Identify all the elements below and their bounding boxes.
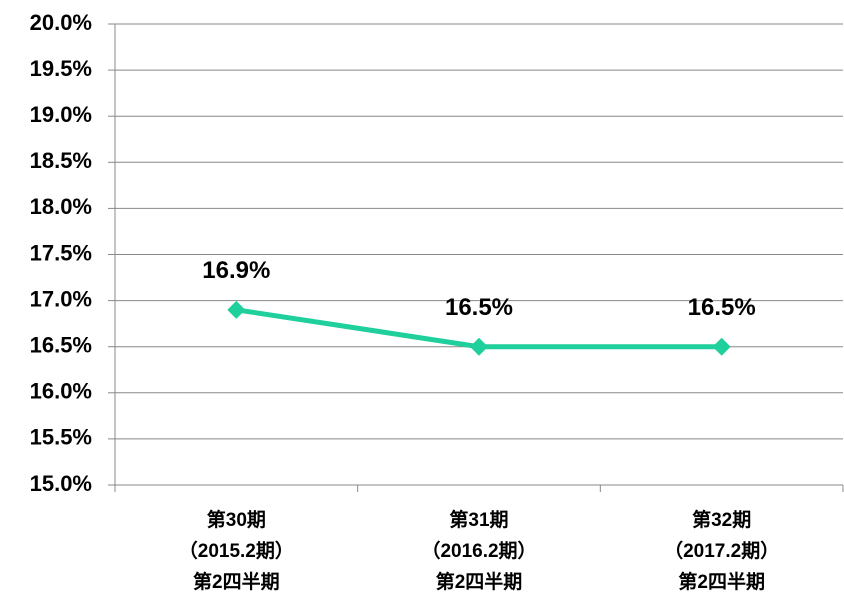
x-tick-label: （2016.2期） [421,539,536,562]
y-tick-label: 17.5% [30,240,92,265]
y-tick-label: 16.5% [30,333,92,358]
x-tick-label: 第2四半期 [678,570,765,593]
y-tick-label: 19.0% [30,102,92,127]
x-tick-label: 第32期 [692,508,751,531]
x-tick-label: 第2四半期 [193,570,280,593]
y-tick-label: 18.5% [30,148,92,173]
data-label: 16.5% [688,294,756,321]
x-tick-label: 第30期 [207,508,266,531]
y-tick-label: 18.0% [30,194,92,219]
y-tick-label: 15.5% [30,425,92,450]
point-marker [712,337,731,356]
y-tick-label: 19.5% [30,56,92,81]
y-tick-label: 16.0% [30,379,92,404]
data-label: 16.9% [202,257,270,284]
x-tick-label: （2015.2期） [179,539,294,562]
point-marker [227,300,246,319]
y-tick-label: 15.0% [30,471,92,496]
x-tick-label: 第31期 [449,508,508,531]
point-marker [470,337,488,356]
x-tick-label: 第2四半期 [436,570,523,593]
data-label: 16.5% [445,294,513,321]
y-tick-label: 20.0% [30,10,92,35]
x-tick-label: （2017.2期） [664,539,779,562]
y-tick-label: 17.0% [30,286,92,311]
